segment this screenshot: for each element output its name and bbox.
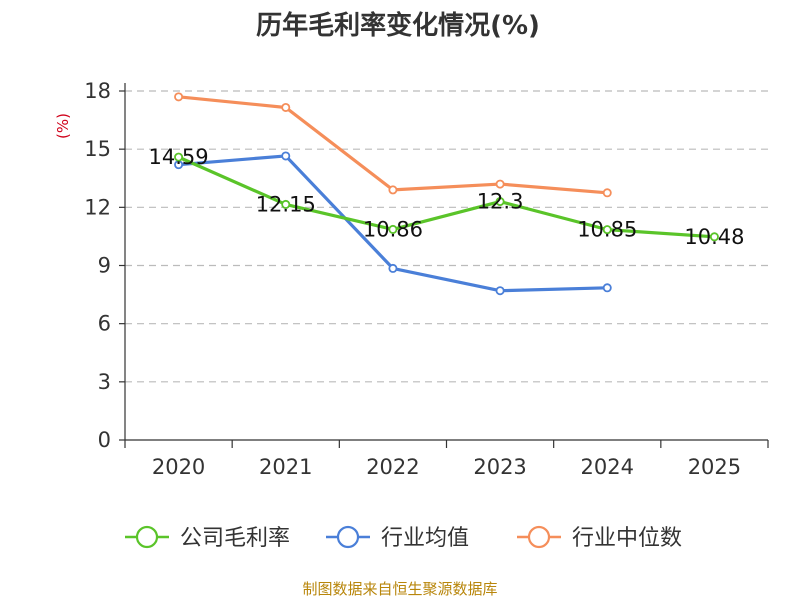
data-label-2021: 12.15 bbox=[256, 192, 316, 216]
legend-label: 公司毛利率 bbox=[180, 526, 290, 551]
data-label-2022: 10.86 bbox=[363, 217, 423, 241]
data-point-0-2[interactable] bbox=[388, 224, 398, 234]
y-tick-label: 6 bbox=[98, 312, 111, 336]
data-point-2-4[interactable] bbox=[602, 188, 612, 198]
source-note: 制图数据来自恒生聚源数据库 bbox=[302, 580, 497, 598]
data-point-1-3[interactable] bbox=[495, 286, 505, 296]
x-tick-label-2020: 2020 bbox=[152, 455, 205, 479]
x-tick-label-2022: 2022 bbox=[366, 455, 419, 479]
data-point-1-1[interactable] bbox=[281, 151, 291, 161]
x-tick-label-2024: 2024 bbox=[581, 455, 634, 479]
y-tick-label: 12 bbox=[84, 195, 111, 219]
gridlines bbox=[125, 90, 768, 383]
series-line-0 bbox=[176, 155, 717, 239]
y-tick-label: 3 bbox=[98, 370, 111, 394]
chart-title: 历年毛利率变化情况(%) bbox=[256, 10, 540, 41]
y-tick-label: 18 bbox=[84, 79, 111, 103]
data-label-2023: 12.3 bbox=[477, 190, 524, 214]
data-point-0-1[interactable] bbox=[281, 199, 291, 209]
legend-item-0[interactable]: 公司毛利率 bbox=[125, 525, 290, 551]
data-point-2-0[interactable] bbox=[174, 92, 184, 102]
data-point-0-0[interactable] bbox=[174, 152, 184, 162]
legend-item-1[interactable]: 行业均值 bbox=[326, 525, 469, 551]
series-line-2 bbox=[176, 95, 609, 195]
data-point-2-1[interactable] bbox=[281, 102, 291, 112]
legend-label: 行业中位数 bbox=[572, 526, 682, 551]
data-point-0-4[interactable] bbox=[602, 225, 612, 235]
data-point-2-3[interactable] bbox=[495, 179, 505, 189]
y-axis-unit-label: (%) bbox=[54, 113, 72, 139]
legend-marker bbox=[135, 525, 159, 549]
legend-item-2[interactable]: 行业中位数 bbox=[517, 525, 682, 551]
axes: 0 3 6 9 12 15 18 2020 2021 2022 2023 2024 2025 bbox=[84, 79, 769, 479]
y-tick-label: 0 bbox=[98, 428, 111, 452]
data-label-2024: 10.85 bbox=[577, 218, 637, 242]
data-point-1-2[interactable] bbox=[388, 263, 398, 273]
legend-marker bbox=[336, 525, 360, 549]
data-label-2025: 10.48 bbox=[684, 225, 744, 249]
legend-label: 行业均值 bbox=[381, 526, 469, 551]
y-tick-label: 9 bbox=[98, 254, 111, 278]
data-point-2-2[interactable] bbox=[388, 185, 398, 195]
series-lines bbox=[174, 92, 719, 296]
x-tick-label-2023: 2023 bbox=[473, 455, 526, 479]
y-tick-label: 15 bbox=[84, 137, 111, 161]
legend[interactable]: 公司毛利率 行业均值 行业中位数 bbox=[125, 525, 682, 551]
x-tick-label-2025: 2025 bbox=[688, 455, 741, 479]
data-point-0-5[interactable] bbox=[709, 232, 719, 242]
x-tick-label-2021: 2021 bbox=[259, 455, 312, 479]
data-point-0-3[interactable] bbox=[495, 197, 505, 207]
legend-marker bbox=[527, 525, 551, 549]
data-label-2020: 14.59 bbox=[149, 145, 209, 169]
data-labels: 14.59 12.15 10.86 12.3 10.85 10.48 bbox=[149, 145, 745, 249]
data-point-1-4[interactable] bbox=[602, 283, 612, 293]
